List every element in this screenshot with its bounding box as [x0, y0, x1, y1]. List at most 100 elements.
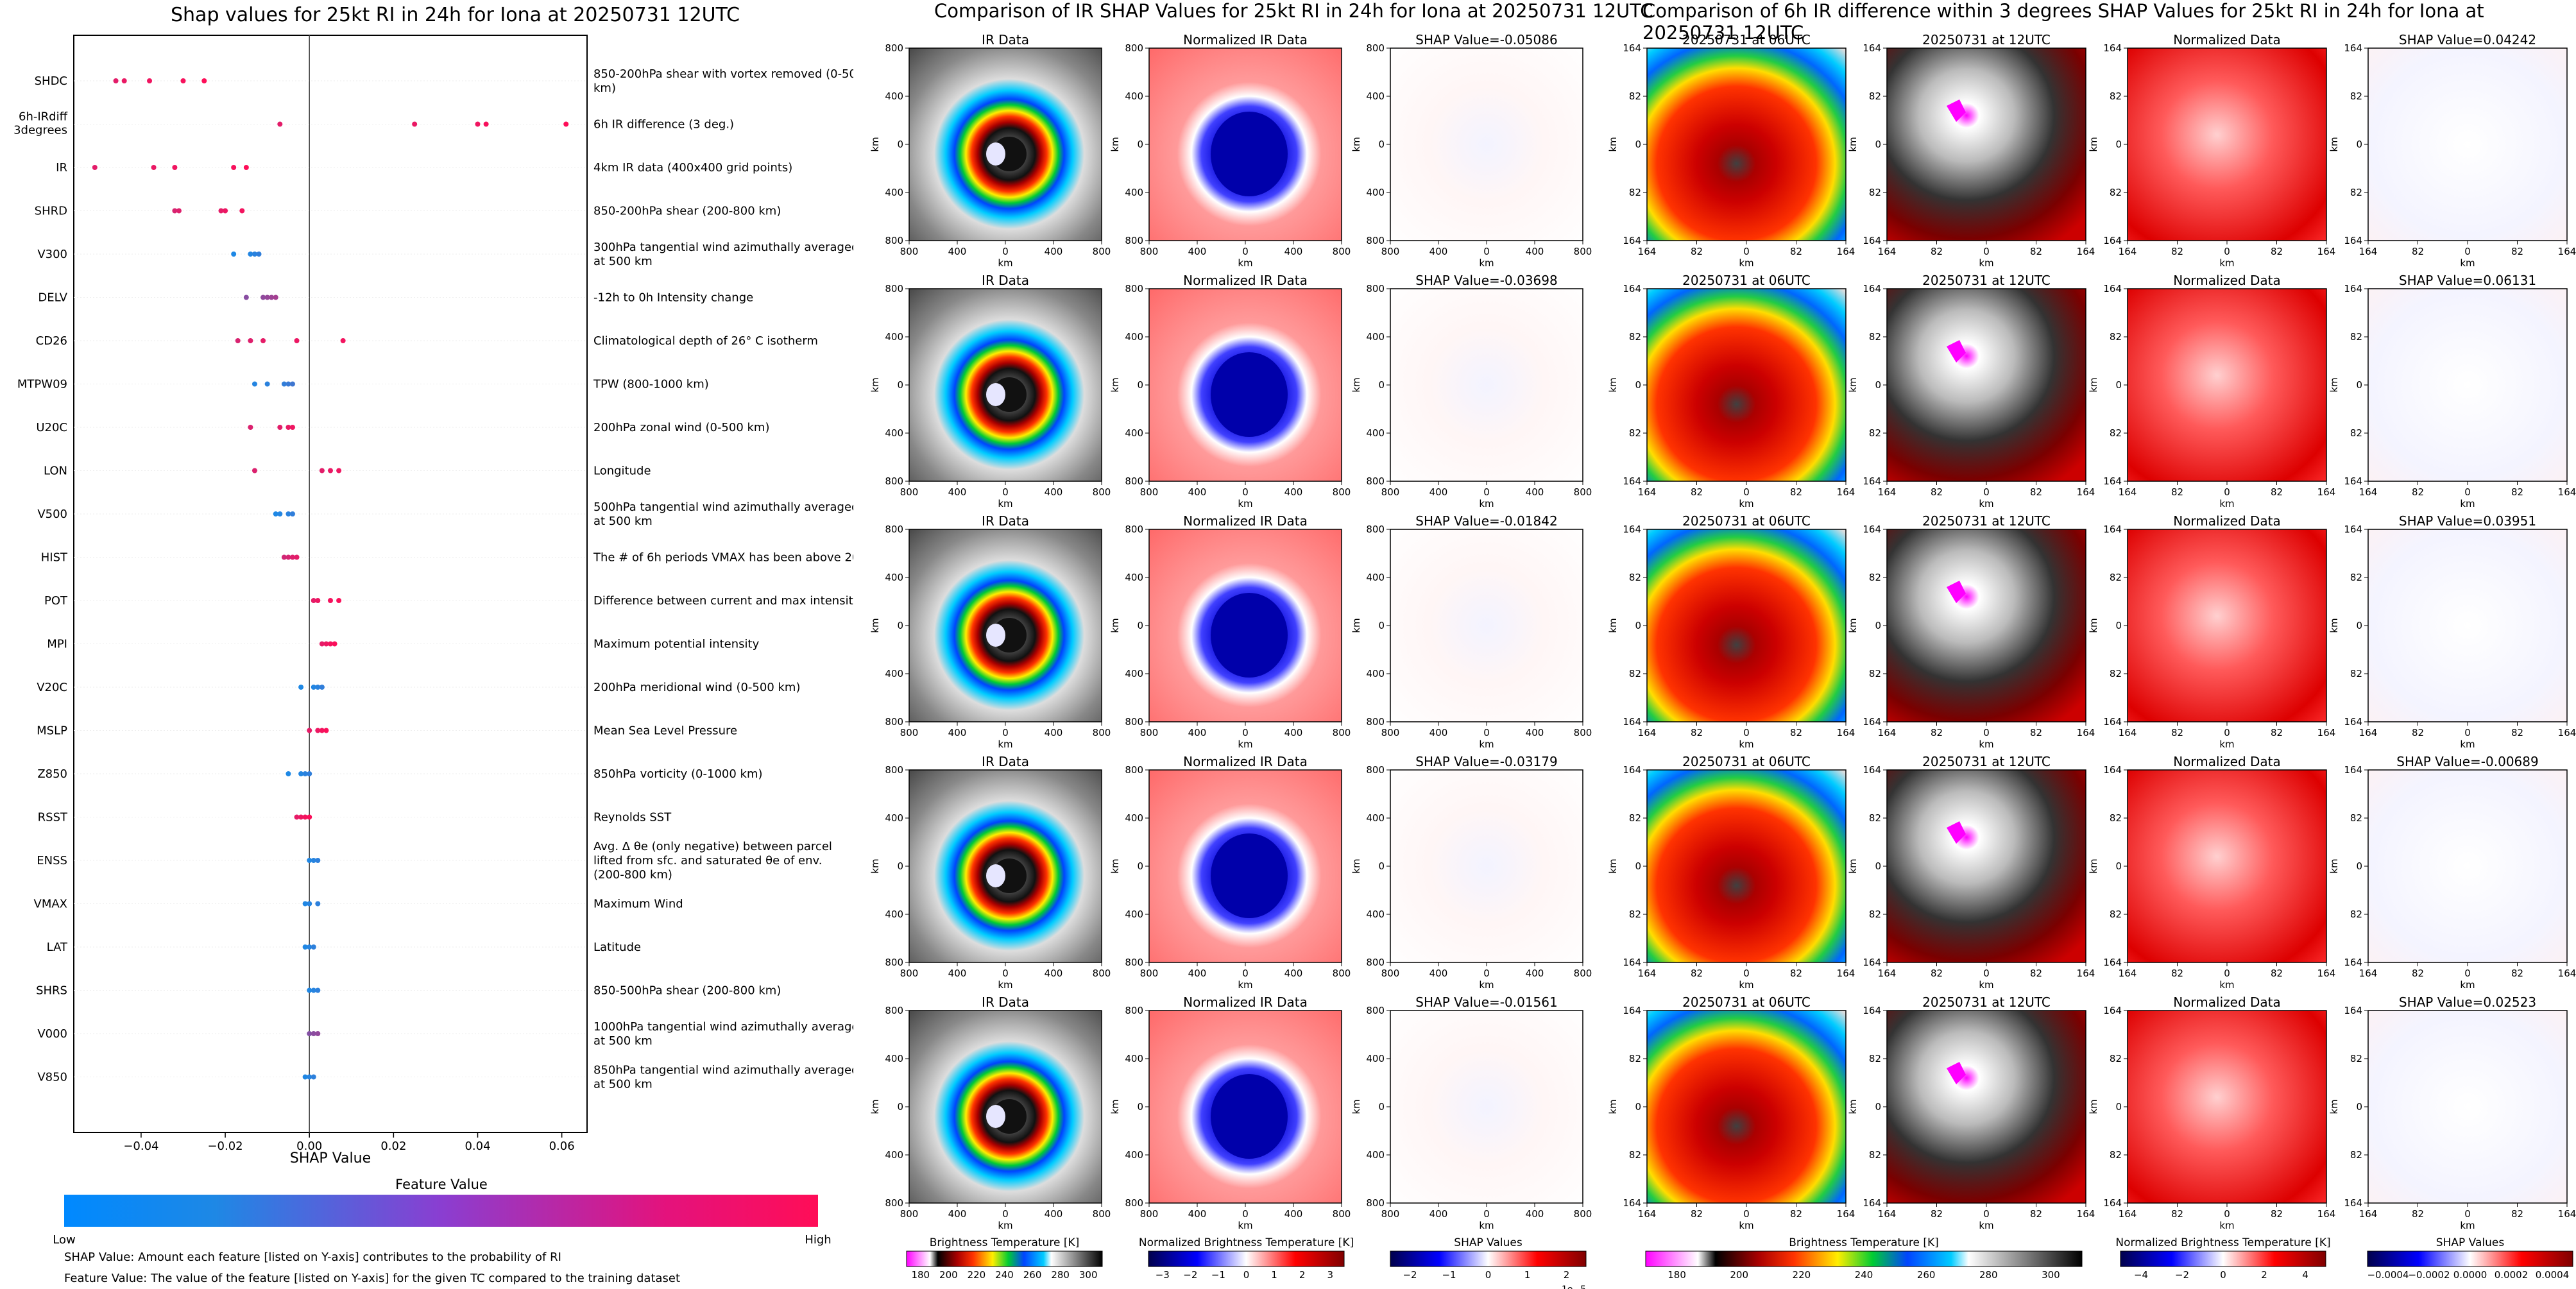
x-tick-label: −0.04 — [123, 1140, 158, 1153]
image-panel: SHAP Value=-0.00689164164828200828216416… — [2328, 754, 2576, 991]
x-tick-label: 400 — [1045, 968, 1063, 979]
shap-point — [315, 598, 321, 603]
y-tick-label: 0 — [1635, 379, 1641, 391]
y-tick-label: 164 — [1863, 957, 1881, 968]
x-tick-label: 0 — [1002, 246, 1009, 257]
shap-point — [307, 771, 312, 776]
y-tick-label: 800 — [885, 235, 903, 246]
x-tick-label: 164 — [1837, 968, 1855, 979]
shap-point — [260, 295, 266, 300]
storm-core — [1211, 352, 1288, 437]
colorbar-bar — [1390, 1251, 1587, 1267]
y-tick-label: 400 — [1366, 1053, 1385, 1064]
x-tick-label: 0 — [1002, 727, 1009, 738]
x-tick-label: 82 — [2271, 486, 2283, 498]
y-tick-label: 0 — [1137, 379, 1143, 391]
y-axis-label: km — [1351, 137, 1362, 151]
y-tick-label: 164 — [2344, 475, 2362, 487]
x-tick-label: 82 — [1691, 968, 1703, 979]
x-tick-label: 164 — [2317, 968, 2336, 979]
image-panel: Normalized IR Data8008004004000040040080… — [1109, 513, 1351, 750]
x-tick-label: 164 — [1878, 727, 1897, 738]
y-tick-label: 82 — [2350, 90, 2362, 102]
y-axis-label: km — [1351, 618, 1362, 633]
y-tick-label: 164 — [1623, 716, 1641, 728]
panel-image — [1646, 529, 1847, 722]
shap-summary-plot: SHDC 6h-IRdiff 3degrees IR SHRD V300 DELV CD26 M… — [13, 35, 853, 1285]
x-tick-label: 82 — [2412, 486, 2424, 498]
x-axis-label: km — [998, 1220, 1012, 1231]
x-tick-label: 164 — [2558, 727, 2576, 738]
shap-point — [281, 381, 287, 387]
shap-point — [298, 771, 304, 776]
x-tick-label: 82 — [2412, 968, 2424, 979]
y-tick-label: 0 — [1875, 1101, 1881, 1113]
y-tick-label: 0 — [1378, 139, 1385, 150]
colorbar-tick-label: 2 — [2261, 1269, 2267, 1281]
y-axis-label: km — [1351, 377, 1362, 392]
shap-point — [315, 987, 321, 993]
shap-point — [277, 511, 283, 516]
shap-point — [113, 78, 119, 83]
shap-point — [243, 295, 249, 300]
x-tick-label: 164 — [2119, 246, 2137, 257]
panel-title: 20250731 at 12UTC — [1922, 513, 2051, 529]
y-axis-label: km — [1351, 858, 1362, 873]
x-tick-label: 400 — [1429, 486, 1448, 498]
panel-title: SHAP Value=-0.01842 — [1415, 513, 1557, 529]
x-tick-label: 164 — [1638, 968, 1657, 979]
image-panel: SHAP Value=0.025231641648282008282164164… — [2328, 994, 2576, 1231]
shap-point — [294, 814, 300, 820]
panel-title: Normalized IR Data — [1183, 32, 1308, 47]
x-tick-label: 0 — [2464, 727, 2471, 738]
x-tick-label: 400 — [1284, 1208, 1303, 1220]
y-axis-label: km — [2328, 137, 2340, 151]
y-tick-label: 400 — [1125, 1053, 1143, 1064]
y-tick-label: 164 — [2344, 235, 2362, 246]
y-tick-label: 0 — [897, 379, 903, 391]
y-tick-label: 164 — [2103, 716, 2122, 728]
x-axis-label: km — [1238, 979, 1252, 991]
shap-point — [294, 338, 300, 343]
y-tick-label: 164 — [2344, 957, 2362, 968]
shap-point — [231, 165, 237, 170]
y-tick-label: 164 — [1623, 283, 1641, 295]
legend-low-label: Low — [53, 1233, 75, 1247]
x-tick-label: 400 — [1045, 727, 1063, 738]
y-tick-label: 400 — [1366, 90, 1385, 102]
x-tick-label: 400 — [1045, 246, 1063, 257]
y-axis-label: km — [1847, 137, 1859, 151]
x-tick-label: 164 — [2119, 727, 2137, 738]
y-axis-label: km — [1109, 1099, 1121, 1114]
x-tick-label: 82 — [2171, 486, 2183, 498]
colorbar-tick-label: −2 — [1403, 1269, 1417, 1281]
y-tick-label: 82 — [2110, 1053, 2122, 1064]
x-tick-label: 0 — [1743, 968, 1750, 979]
shap-point — [248, 425, 253, 430]
shap-point — [218, 208, 224, 214]
x-tick-label: 164 — [1837, 486, 1855, 498]
x-axis-label: km — [998, 738, 1012, 750]
y-tick-label: 164 — [2103, 764, 2122, 776]
x-tick-label: 0 — [1743, 727, 1750, 738]
y-axis-label: km — [1847, 858, 1859, 873]
y-tick-label: 800 — [885, 957, 903, 968]
cold-top — [1947, 340, 1966, 363]
x-tick-label: 82 — [2171, 968, 2183, 979]
x-tick-label: 82 — [1790, 968, 1802, 979]
x-tick-label: 0 — [1242, 486, 1249, 498]
x-axis-label: km — [1979, 979, 1993, 991]
x-axis-label: km — [1739, 979, 1753, 991]
y-tick-label: 800 — [1366, 716, 1385, 728]
note-shap-value: SHAP Value: Amount each feature [listed … — [64, 1251, 561, 1264]
x-tick-label: 800 — [1333, 246, 1351, 257]
feature-description: 200hPa zonal wind (0-500 km) — [593, 421, 770, 434]
x-tick-label: 800 — [1333, 727, 1351, 738]
y-tick-label: 0 — [2356, 1101, 2362, 1113]
y-axis-label: km — [869, 858, 881, 873]
x-tick-label: 82 — [2271, 968, 2283, 979]
image-panel: SHAP Value=0.061311641648282008282164164… — [2328, 273, 2576, 509]
y-tick-label: 0 — [2356, 379, 2362, 391]
panel-title: 20250731 at 06UTC — [1682, 513, 1811, 529]
